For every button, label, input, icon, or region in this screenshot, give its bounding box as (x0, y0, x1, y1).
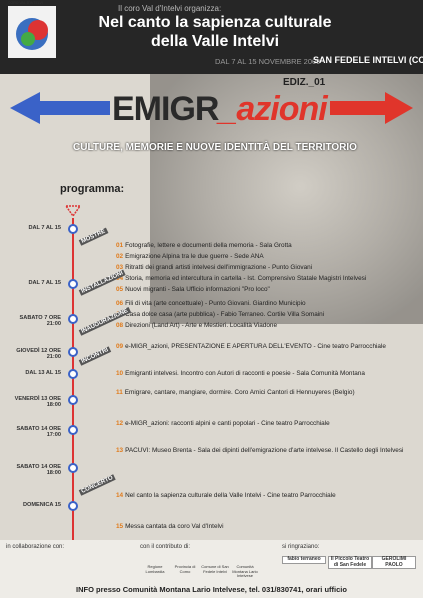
title-prefix: EMIGR (112, 90, 219, 128)
program-item: 01 Fotografie, lettere e documenti della … (116, 242, 292, 249)
program-item: 15 Messa cantata da coro Val d'Intelvi (116, 523, 224, 530)
item-text: Emigrazione Alpina tra le due guerre - S… (125, 253, 264, 260)
item-text: Casa dolce casa (arte pubblica) - Fabio … (125, 311, 325, 318)
thanked: GEROLIMI PAOLO (372, 556, 416, 569)
banner-title-1: Nel canto la sapienza culturale (98, 14, 332, 31)
thanked: Il Piccolo Teatro di San Fedele (328, 556, 372, 569)
item-text: Emigranti intelvesi. Incontro con Autori… (125, 370, 365, 377)
item-number: 14 (116, 492, 124, 499)
timeline-node (68, 279, 78, 289)
program-item: 06 Fili di vita (arte concettuale) - Punt… (116, 300, 306, 307)
program-date: VENERDÌ 13 ORE 18:00 (14, 396, 61, 408)
program-date: SABATO 14 ORE 17:00 (16, 426, 61, 438)
program-item: 12 e-MIGR_azioni: racconti alpini e canti… (116, 420, 330, 427)
item-text: e-MIGR_azioni, PRESENTAZIONE E APERTURA … (125, 343, 386, 350)
timeline-node (68, 314, 78, 324)
timeline-node (68, 501, 78, 511)
top-banner (0, 0, 423, 74)
banner-place: SAN FEDELE INTELVI (CO) (313, 55, 423, 65)
footer (0, 540, 423, 598)
timeline-node (68, 395, 78, 405)
program-date: DOMENICA 15 (22, 502, 61, 508)
timeline-node (68, 369, 78, 379)
item-text: Storia, memoria ed intercultura in carte… (125, 275, 367, 282)
program-date: DAL 7 AL 15 (28, 280, 61, 286)
item-number: 04 (116, 275, 124, 282)
program-date: SABATO 14 ORE 18:00 (16, 464, 61, 476)
thanked: fabio terraneo (282, 556, 326, 564)
item-number: 15 (116, 523, 124, 530)
logo-text: CORO VAL D'INTELVI (8, 1, 43, 5)
item-text: Nel canto la sapienza culturale della Va… (125, 492, 336, 499)
program-item: 05 Nuovi migranti - Sala Ufficio informaz… (116, 286, 270, 293)
sponsor: Provincia di Como (174, 564, 196, 574)
item-number: 10 (116, 370, 124, 377)
item-number: 09 (116, 343, 124, 350)
item-number: 06 (116, 300, 124, 307)
banner-dates: DAL 7 AL 15 NOVEMBRE 2009 (215, 57, 321, 66)
organizer: Il coro Val d'Intelvi organizza: (118, 4, 222, 13)
sponsor: Comune di San Fedele Intelvi (201, 564, 229, 574)
item-number: 13 (116, 447, 124, 454)
program-item: 13 PACUVI: Museo Brenta - Sala dei dipint… (116, 447, 403, 454)
event-subtitle: CULTURE, MEMORIE E NUOVE IDENTITÀ DEL TE… (73, 142, 357, 153)
item-number: 08 (116, 322, 124, 329)
program-heading: programma: (60, 183, 125, 195)
program-item: 14 Nel canto la sapienza culturale della … (116, 492, 336, 499)
item-text: Fotografie, lettere e documenti della me… (125, 242, 292, 249)
timeline-node (68, 425, 78, 435)
item-text: Nuovi migranti - Sala Ufficio informazio… (125, 286, 270, 293)
sponsor: Comunità Montana Lario Intelvese (232, 564, 258, 578)
program-item: 02 Emigrazione Alpina tra le due guerre -… (116, 253, 264, 260)
item-text: e-MIGR_azioni: racconti alpini e canti p… (125, 420, 330, 427)
program-item: 09 e-MIGR_azioni, PRESENTAZIONE E APERTUR… (116, 343, 386, 350)
title-suffix: _azioni (218, 90, 327, 128)
event-title: EMIGR_azioni (112, 90, 328, 129)
program-item: 10 Emigranti intelvesi. Incontro con Auto… (116, 370, 365, 377)
banner-title-2: della Valle Intelvi (150, 33, 280, 50)
collaboration: in collaborazione con: (6, 544, 65, 550)
contribution: con il contributo di: (140, 544, 191, 550)
item-number: 05 (116, 286, 124, 293)
program-item: 04 Storia, memoria ed intercultura in car… (116, 275, 366, 282)
program-date: DAL 13 AL 15 (25, 370, 61, 376)
edition: EDIZ._01 (283, 77, 326, 88)
program-date: DAL 7 AL 15 (28, 225, 61, 231)
item-text: Direzioni (Land Art) - Arte e Mestieri. … (125, 322, 278, 329)
program-date: GIOVEDÌ 12 ORE 21:00 (16, 348, 61, 360)
info: INFO presso Comunità Montana Lario Intel… (76, 585, 347, 594)
item-text: PACUVI: Museo Brenta - Sala dei dipinti … (125, 447, 404, 454)
item-text: Fili di vita (arte concettuale) - Punto … (125, 300, 306, 307)
timeline-node (68, 463, 78, 473)
program-item: 08 Direzioni (Land Art) - Arte e Mestieri… (116, 322, 277, 329)
item-number: 03 (116, 264, 124, 271)
item-number: 01 (116, 242, 124, 249)
item-number: 12 (116, 420, 124, 427)
item-text: Messa cantata da coro Val d'Intelvi (125, 523, 224, 530)
program-item: 07Casa dolce casa (arte pubblica) - Fabi… (116, 311, 324, 318)
item-text: Ritratti dei grandi artisti intelvesi de… (125, 264, 313, 271)
item-text: Emigrare, cantare, mangiare, dormire. Co… (124, 389, 355, 396)
thanks: si ringraziano: (282, 544, 320, 550)
program-date: SABATO 7 ORE 21:00 (19, 315, 61, 327)
timeline-node (68, 347, 78, 357)
item-number: 11 (116, 389, 123, 396)
item-number: 02 (116, 253, 124, 260)
background-photo (150, 74, 423, 324)
sponsor: Regione Lombardia (145, 564, 165, 574)
title-arrows (10, 92, 413, 124)
timeline-node (68, 224, 78, 234)
program-item: 11 Emigrare, cantare, mangiare, dormire. … (116, 389, 355, 396)
logo (8, 6, 56, 58)
program-item: 03 Ritratti dei grandi artisti intelvesi … (116, 264, 312, 271)
